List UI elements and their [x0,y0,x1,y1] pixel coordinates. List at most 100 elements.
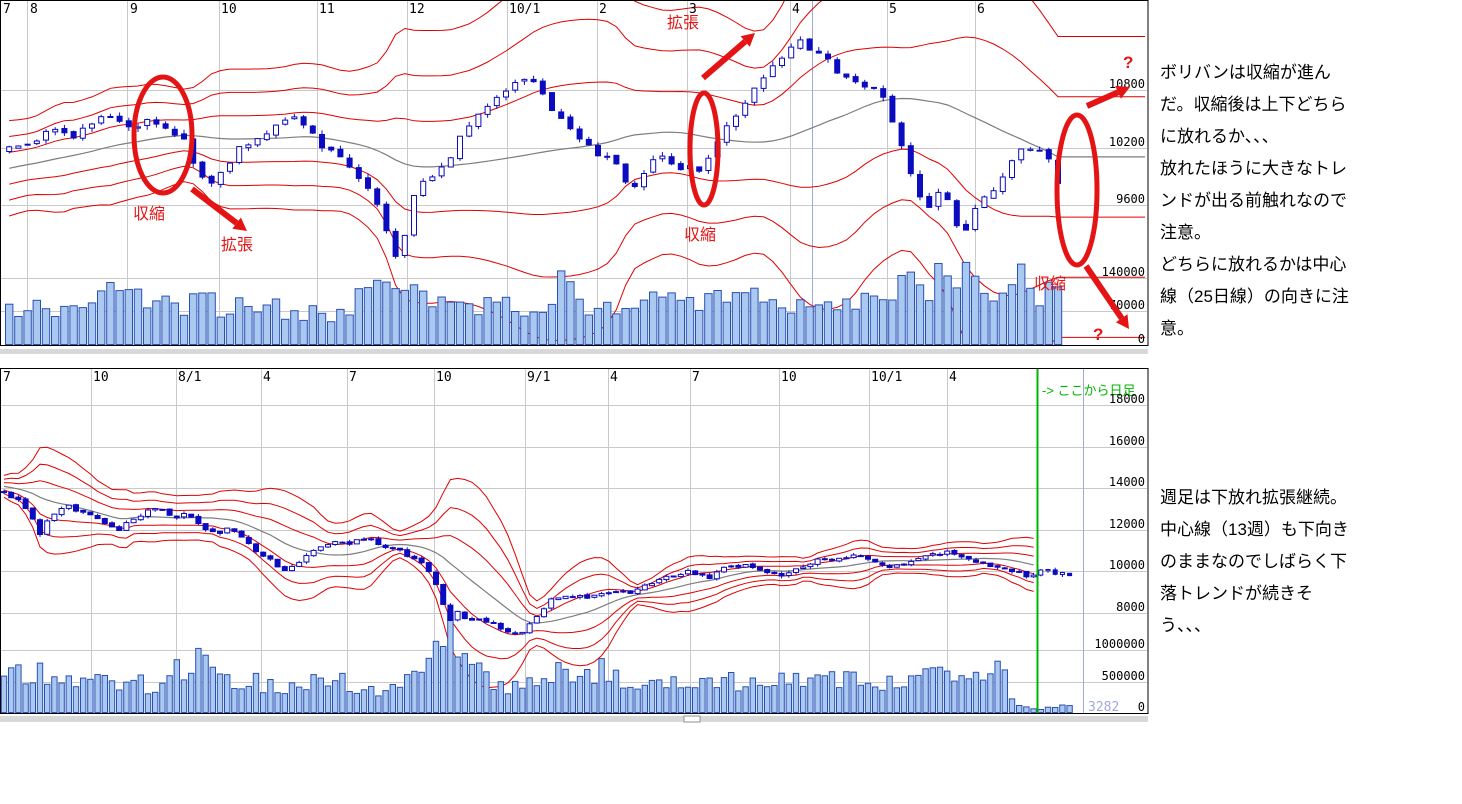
volume-bar [454,656,461,713]
candle-body [98,116,105,124]
volume-bar [796,299,805,345]
volume-bar [324,685,332,713]
candle-body [670,575,677,578]
candle-body [779,57,785,67]
candle-body [843,73,850,78]
annotation-label: 収縮 [133,205,165,223]
candle-body [696,166,703,172]
volume-bar [805,306,814,345]
volume-bar [965,678,972,713]
daily-scrollbar-track[interactable] [0,349,1148,354]
annotation-arrow-head [232,217,247,231]
volume-bar [1023,706,1030,713]
candle-body [375,538,382,546]
candle-body [273,124,279,136]
volume-bar [308,305,318,345]
volume-bar [526,677,533,713]
volume-bar [833,309,842,345]
candle-body [171,128,178,136]
band-line [3,446,1034,602]
x-axis-label: 4 [792,2,800,17]
candle-body [382,544,389,549]
x-axis-label: 10/1 [871,370,902,385]
candle-body [764,569,771,574]
candle-body [238,530,245,538]
candle-body [749,563,756,569]
candle-body [236,146,243,164]
volume-axis-label: 140000 [1102,265,1145,279]
candle-body [296,561,303,567]
x-axis-label: 8 [30,2,38,17]
volume-bar [823,301,833,345]
band-line [3,493,1034,660]
volume-bar [569,681,576,713]
x-axis-label: 6 [977,2,985,17]
candle-body [937,553,943,556]
volume-bar [290,310,299,345]
volume-bar [850,671,857,713]
weekly-note-line: 落トレンドが続きそ [1160,584,1313,603]
weekly-scrollbar-thumb[interactable] [683,715,701,723]
candle-body [1059,572,1065,575]
volume-bar [961,261,971,345]
volume-bar [1001,669,1008,713]
annotation-arrow-head [1115,85,1130,99]
candle-body [332,541,339,545]
candle-body [440,584,447,605]
volume-bar [468,663,476,713]
volume-bar [373,279,382,345]
volume-bar [520,315,529,345]
candle-body [987,562,994,567]
volume-bar [1053,286,1063,345]
candle-body [958,554,965,558]
volume-bar [768,299,777,345]
volume-bar [759,301,768,345]
candle-body [1038,569,1044,576]
volume-bar [274,692,281,713]
annotation-label: 収縮 [1034,275,1066,293]
volume-bar [166,675,173,713]
volume-bar [828,671,836,713]
band-line [9,1,785,122]
candle-body [613,591,619,594]
candle-body [188,513,195,518]
candle-body [1023,570,1030,578]
band-line [3,496,1034,689]
volume-bar [437,296,446,345]
candle-body [217,530,223,534]
volume-bar [519,687,526,713]
volume-bar [198,292,207,345]
candle-body [548,598,555,609]
volume-bar [800,685,807,713]
volume-bar [346,691,353,713]
volume-bar [951,680,958,713]
annotation-arrow-head [740,33,755,47]
band-line [9,36,1145,153]
candle-body [51,513,58,521]
candle-body [663,575,670,581]
candle-body [1045,149,1052,160]
volume-bar [612,313,621,345]
volume-bar [922,668,929,713]
candle-body [742,102,749,116]
volume-bar [124,289,133,345]
volume-bar [1037,709,1044,713]
weekly-scrollbar-track[interactable] [0,716,1148,722]
candle-body [541,608,547,618]
candle-body [1067,572,1073,577]
candle-body [484,105,491,115]
volume-bar [713,290,722,345]
green-marker-label: -> ここから日足 [1042,383,1136,398]
candle-body [438,166,445,177]
volume-bar [814,674,821,713]
candle-body [1045,569,1051,572]
candle-body [6,146,13,153]
charts-canvas: 7 8 9 10 11 12 10/1 2 3 4 5 61080010200960014000070… [0,0,1149,723]
candle-body [627,590,634,594]
candle-body [558,111,565,119]
volume-axis-label: 1000000 [1094,637,1145,651]
candle-body [785,572,792,576]
price-axis-label: 18000 [1109,392,1145,406]
candle-body [116,526,123,532]
